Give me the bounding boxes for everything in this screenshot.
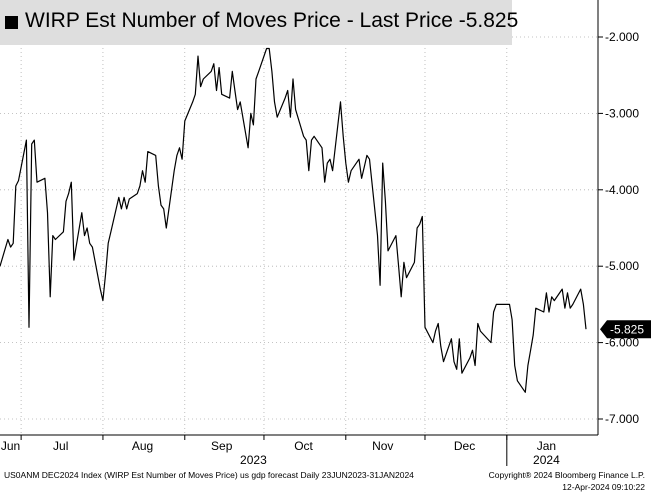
x-tick-label: Jul — [53, 439, 68, 453]
plot-area — [0, 0, 598, 435]
x-year-label: 2024 — [533, 453, 560, 467]
footer-source: US0ANM DEC2024 Index (WIRP Est Number of… — [4, 470, 414, 480]
last-value-badge — [600, 320, 651, 339]
footer-timestamp: 12-Apr-2024 09:10:22 — [562, 482, 645, 492]
y-tick-label: -4.000 — [605, 183, 639, 197]
x-year-label: 2023 — [240, 453, 267, 467]
x-tick-label: Nov — [372, 439, 393, 453]
x-tick-label: Dec — [454, 439, 475, 453]
last-value-label: -5.825 — [610, 323, 644, 337]
line-layer — [0, 47, 587, 393]
x-tick-label: Jan — [537, 439, 556, 453]
x-tick-label: Oct — [294, 439, 313, 453]
last-value-marker: -5.825 — [600, 320, 651, 339]
chart-title: WIRP Est Number of Moves Price - Last Pr… — [25, 9, 519, 32]
grid-layer — [0, 0, 598, 435]
y-tick-label: -5.000 — [605, 259, 639, 273]
x-tick-label: Jun — [1, 439, 20, 453]
series-line — [0, 47, 587, 393]
x-tick-label: Aug — [132, 439, 153, 453]
axis-layer: -2.000 -3.000 -4.000 -5.000 -6.000 -7.000 Jun J… — [0, 0, 651, 467]
legend: WIRP Est Number of Moves Price - Last Pr… — [0, 0, 518, 45]
footer-copyright: Copyright® 2024 Bloomberg Finance L.P. — [488, 470, 645, 480]
y-tick-label: -7.000 — [605, 412, 639, 426]
x-tick-label: Sep — [211, 439, 233, 453]
y-tick-label: -6.000 — [605, 336, 639, 350]
y-tick-label: -3.000 — [605, 106, 639, 120]
y-tick-label: -2.000 — [605, 30, 639, 44]
legend-swatch — [5, 16, 18, 29]
